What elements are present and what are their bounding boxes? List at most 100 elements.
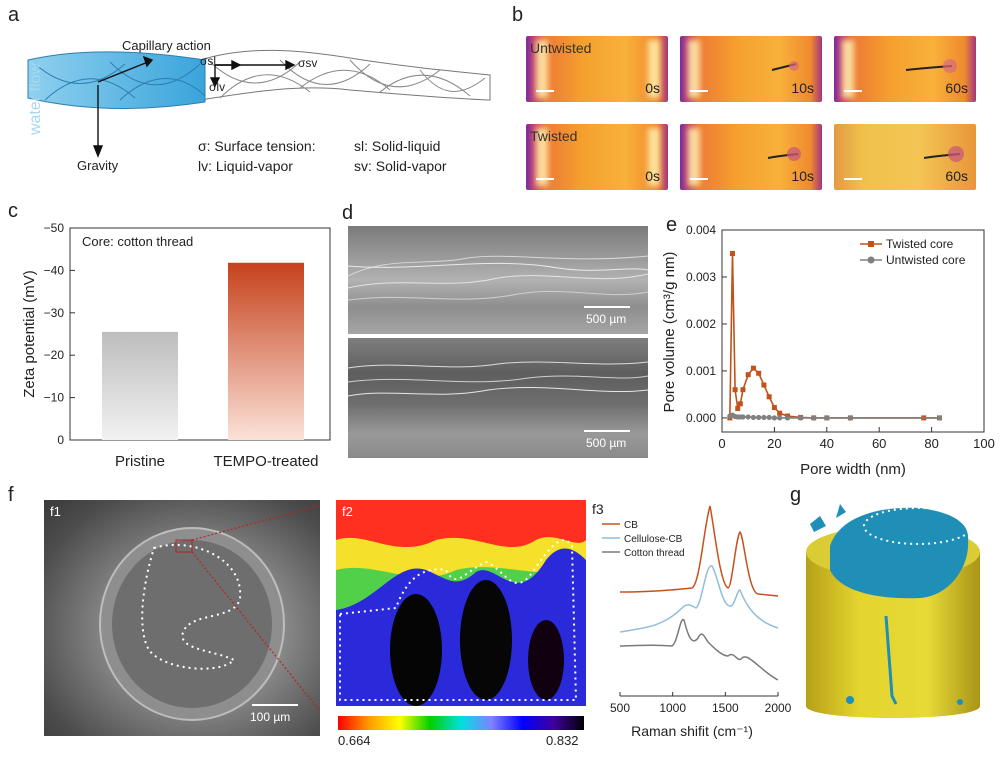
- water-flow-label-wrap: water flow: [24, 50, 48, 145]
- data-point-twisted: [745, 372, 751, 378]
- data-point-twisted: [740, 387, 746, 393]
- droplet: [771, 61, 799, 71]
- thermal-twisted-60s: 60s: [834, 124, 976, 190]
- legend-untwisted: Untwisted core: [886, 253, 966, 267]
- core-annotation: Core: cotton thread: [82, 234, 193, 249]
- x-tick-label: 2000: [765, 701, 792, 715]
- fiber-texture: [348, 361, 648, 397]
- raman-map-layers: [336, 500, 586, 706]
- thermal-twisted-10s: 10s: [680, 124, 822, 190]
- raman-map: f2: [336, 500, 586, 706]
- legend-cotton: Cotton thread: [624, 548, 685, 559]
- y-tick-label: −30: [44, 306, 65, 320]
- y-tick-label: 0.001: [686, 364, 716, 378]
- x-tick-label: 1500: [712, 701, 739, 715]
- gravity-label: Gravity: [77, 158, 119, 173]
- data-point-untwisted: [745, 414, 751, 420]
- sem-image-top: 500 µm: [348, 226, 648, 334]
- data-point-untwisted: [798, 415, 804, 421]
- data-point-twisted: [777, 410, 783, 416]
- scale-bar: [584, 306, 630, 308]
- legend-sigma: σ: Surface tension:: [198, 138, 316, 154]
- scale-bar: [690, 90, 708, 92]
- data-point-untwisted: [750, 414, 757, 421]
- capillary-label: Capillary action: [122, 38, 211, 53]
- y-tick-label: 0.000: [686, 411, 716, 425]
- core-outline: [863, 507, 973, 545]
- sigma-sv-label: σsv: [298, 56, 318, 70]
- legend-marker-twisted: [868, 241, 874, 247]
- fiber-texture: [348, 255, 648, 301]
- scale-text-bottom: 500 µm: [586, 436, 627, 450]
- panel-label-f: f: [8, 484, 14, 506]
- zoom-line: [191, 504, 320, 541]
- sigma-lv-label: σlv: [209, 80, 226, 94]
- data-point-untwisted: [847, 415, 853, 421]
- time-label: 10s: [791, 168, 814, 184]
- x-tick-label: 0: [718, 436, 725, 451]
- spectrum-cellulose-cb: [619, 565, 779, 633]
- data-point-untwisted: [771, 415, 777, 421]
- fiber-dot: [846, 696, 854, 704]
- x-tick-label: 100: [973, 436, 995, 451]
- thermal-untwisted-10s: 10s: [680, 36, 822, 102]
- legend: Twisted core Untwisted core: [860, 237, 966, 267]
- legend-twisted: Twisted core: [886, 237, 954, 251]
- colorbar: [338, 716, 584, 730]
- sem-image-bottom: 500 µm: [348, 338, 648, 458]
- panel-label-g: g: [790, 484, 802, 506]
- cross-section-outline: [99, 504, 320, 721]
- x-tick-label: 20: [767, 436, 781, 451]
- y-tick-label: 0.003: [686, 270, 716, 284]
- legend-sl: sl: Solid-liquid: [354, 138, 441, 154]
- untwisted-label: Untwisted: [530, 40, 592, 56]
- x-axis-label: Raman shifit (cm⁻¹): [631, 723, 753, 739]
- data-point-twisted: [732, 387, 738, 393]
- data-point-untwisted: [936, 415, 943, 421]
- scale-bar: [690, 178, 708, 180]
- x-tick-label: 80: [924, 436, 938, 451]
- data-point-twisted: [735, 406, 741, 412]
- spectrum-cb: [619, 505, 779, 597]
- spectrum-cotton: [619, 619, 779, 681]
- y-tick-label: 0.004: [686, 223, 716, 237]
- thermal-twisted-0s: Twisted 0s: [526, 124, 668, 190]
- scale-text-f1: 100 µm: [250, 710, 291, 724]
- panel-label-c: c: [8, 200, 18, 222]
- thread-schematic: [27, 49, 491, 158]
- y-tick-label: −20: [44, 348, 65, 362]
- x-tick-label: 40: [820, 436, 834, 451]
- sigma-sl-label: σsl: [200, 54, 217, 68]
- scale-bar: [536, 178, 554, 180]
- droplet: [767, 147, 801, 161]
- data-point-twisted: [737, 401, 743, 407]
- panel-label-d: d: [342, 202, 354, 224]
- x-tick-label: 500: [610, 701, 630, 715]
- force-arrows: [92, 55, 296, 158]
- f3-label: f3: [592, 501, 604, 517]
- droplet: [923, 146, 964, 162]
- data-point-twisted: [761, 382, 767, 388]
- panel-label-b: b: [512, 4, 524, 26]
- data-point-twisted: [771, 405, 777, 411]
- data-point-untwisted: [761, 414, 767, 421]
- data-point-untwisted: [784, 415, 791, 421]
- panel-label-a: a: [8, 4, 20, 26]
- core-fragments: [810, 504, 846, 532]
- x-axis-label: Pore width (nm): [800, 461, 906, 478]
- colorbar-min: 0.664: [338, 733, 371, 748]
- droplet: [905, 59, 957, 73]
- bar-tempo-treated: [228, 262, 304, 440]
- pore-volume-chart: 0 20 40 60 80 100 0.000 0.001 0.002 0.003 0.004 Tw…: [661, 223, 995, 478]
- y-tick-label: 0: [57, 433, 64, 447]
- data-point-untwisted: [824, 415, 830, 421]
- data-point-untwisted: [740, 414, 746, 420]
- raman-spectra-chart: f3 CB Cellulose-CB Cotton thread 500 1000…: [592, 501, 792, 739]
- bar-pristine: [102, 331, 178, 440]
- x-tick-label: 1000: [659, 701, 686, 715]
- water-flow-label: water flow: [27, 62, 44, 136]
- tomography-render: [806, 504, 980, 718]
- fiber-dot: [957, 699, 963, 705]
- scale-bar: [844, 90, 862, 92]
- series-line-untwisted: [729, 414, 940, 419]
